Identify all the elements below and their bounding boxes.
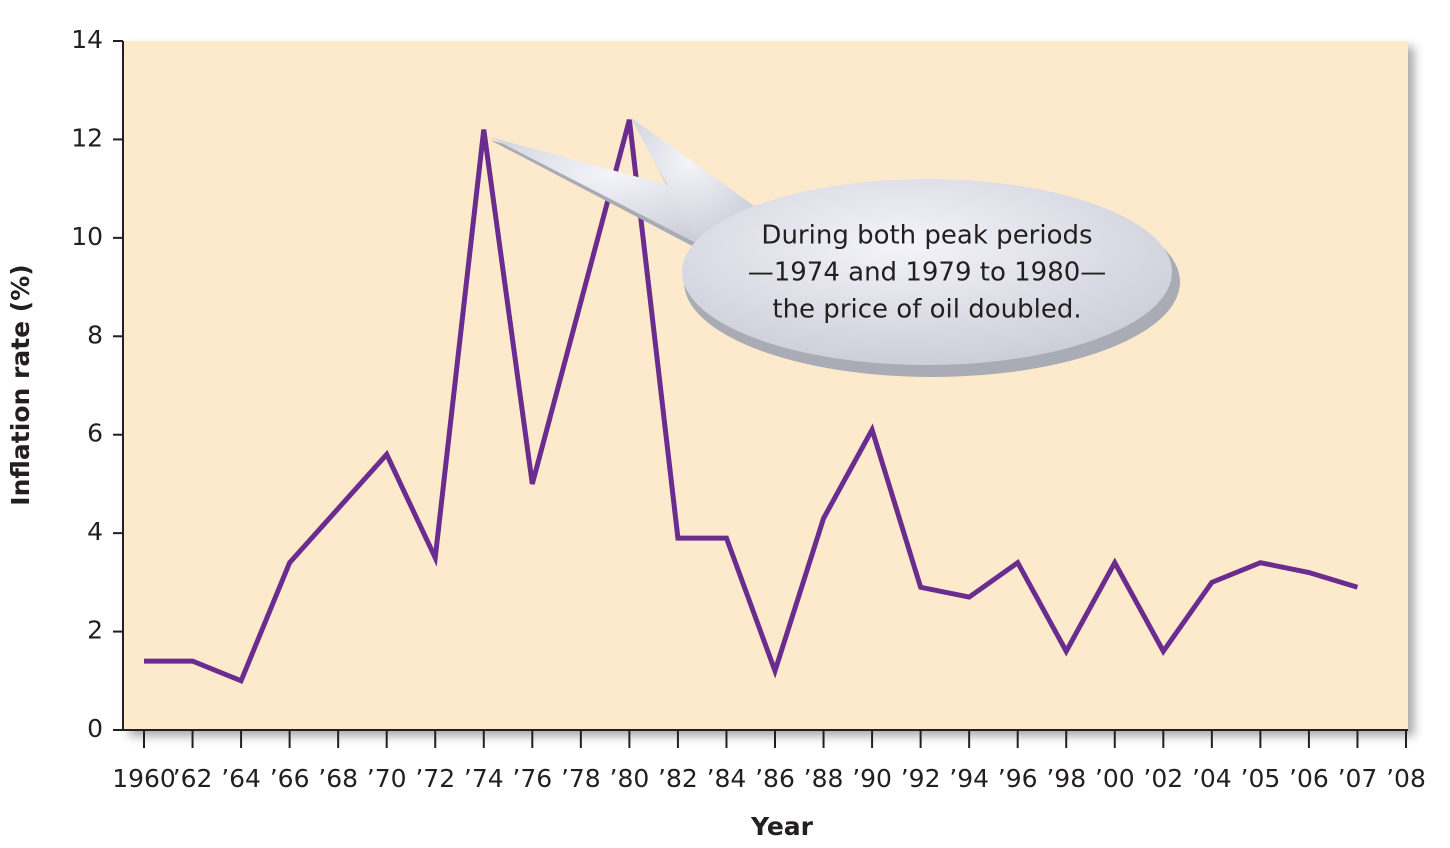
x-tick-label: ’86 [755,764,795,793]
x-tick-label: 1960 [112,764,176,793]
x-tick-label: ’04 [1192,764,1232,793]
x-tick-label: ’88 [804,764,844,793]
callout-bubble [682,179,1172,365]
x-tick-label: ’98 [1046,764,1086,793]
x-tick-label: ’82 [658,764,698,793]
plot-area [123,41,1408,730]
x-tick-label: ’80 [610,764,650,793]
annotation-line: the price of oil doubled. [772,295,1081,325]
y-tick-label: 4 [87,517,103,546]
x-tick-label: ’68 [318,764,358,793]
x-tick-label: ’96 [998,764,1038,793]
x-tick-label: ’62 [173,764,213,793]
x-tick-label: ’64 [221,764,261,793]
x-tick-label: ’84 [707,764,747,793]
x-tick-label: ’74 [464,764,504,793]
x-tick-label: ’92 [901,764,941,793]
annotation-line: —1974 and 1979 to 1980— [748,258,1107,288]
x-tick-label: ’72 [415,764,455,793]
x-tick-label: ’70 [367,764,407,793]
x-tick-label: ’08 [1386,764,1426,793]
x-tick-label: ’94 [949,764,989,793]
y-tick-label: 10 [71,222,103,251]
marks [113,40,1408,748]
x-tick-label: ’06 [1289,764,1329,793]
x-tick-label: ’78 [561,764,601,793]
y-tick-label: 6 [87,419,103,448]
x-axis-title: Year [750,812,814,841]
y-axis-title: Inflation rate (%) [6,264,35,505]
y-tick-label: 0 [87,714,103,743]
y-tick-label: 8 [87,320,103,349]
annotation-line: During both peak periods [761,221,1092,251]
data-line [144,119,1359,685]
y-tick-label: 2 [87,616,103,645]
callout: During both peak periods —1974 and 1979 … [490,117,1180,377]
x-tick-label: ’90 [852,764,892,793]
x-tick-label: ’66 [270,764,310,793]
y-tick-label: 14 [71,25,103,54]
x-tick-label: ’05 [1241,764,1281,793]
x-tick-label: ’76 [512,764,552,793]
callout-pointer [630,117,760,245]
x-tick-label: ’07 [1338,764,1378,793]
y-tick-label: 12 [71,123,103,152]
x-tick-label: ’00 [1095,764,1135,793]
x-tick-label: ’02 [1143,764,1183,793]
